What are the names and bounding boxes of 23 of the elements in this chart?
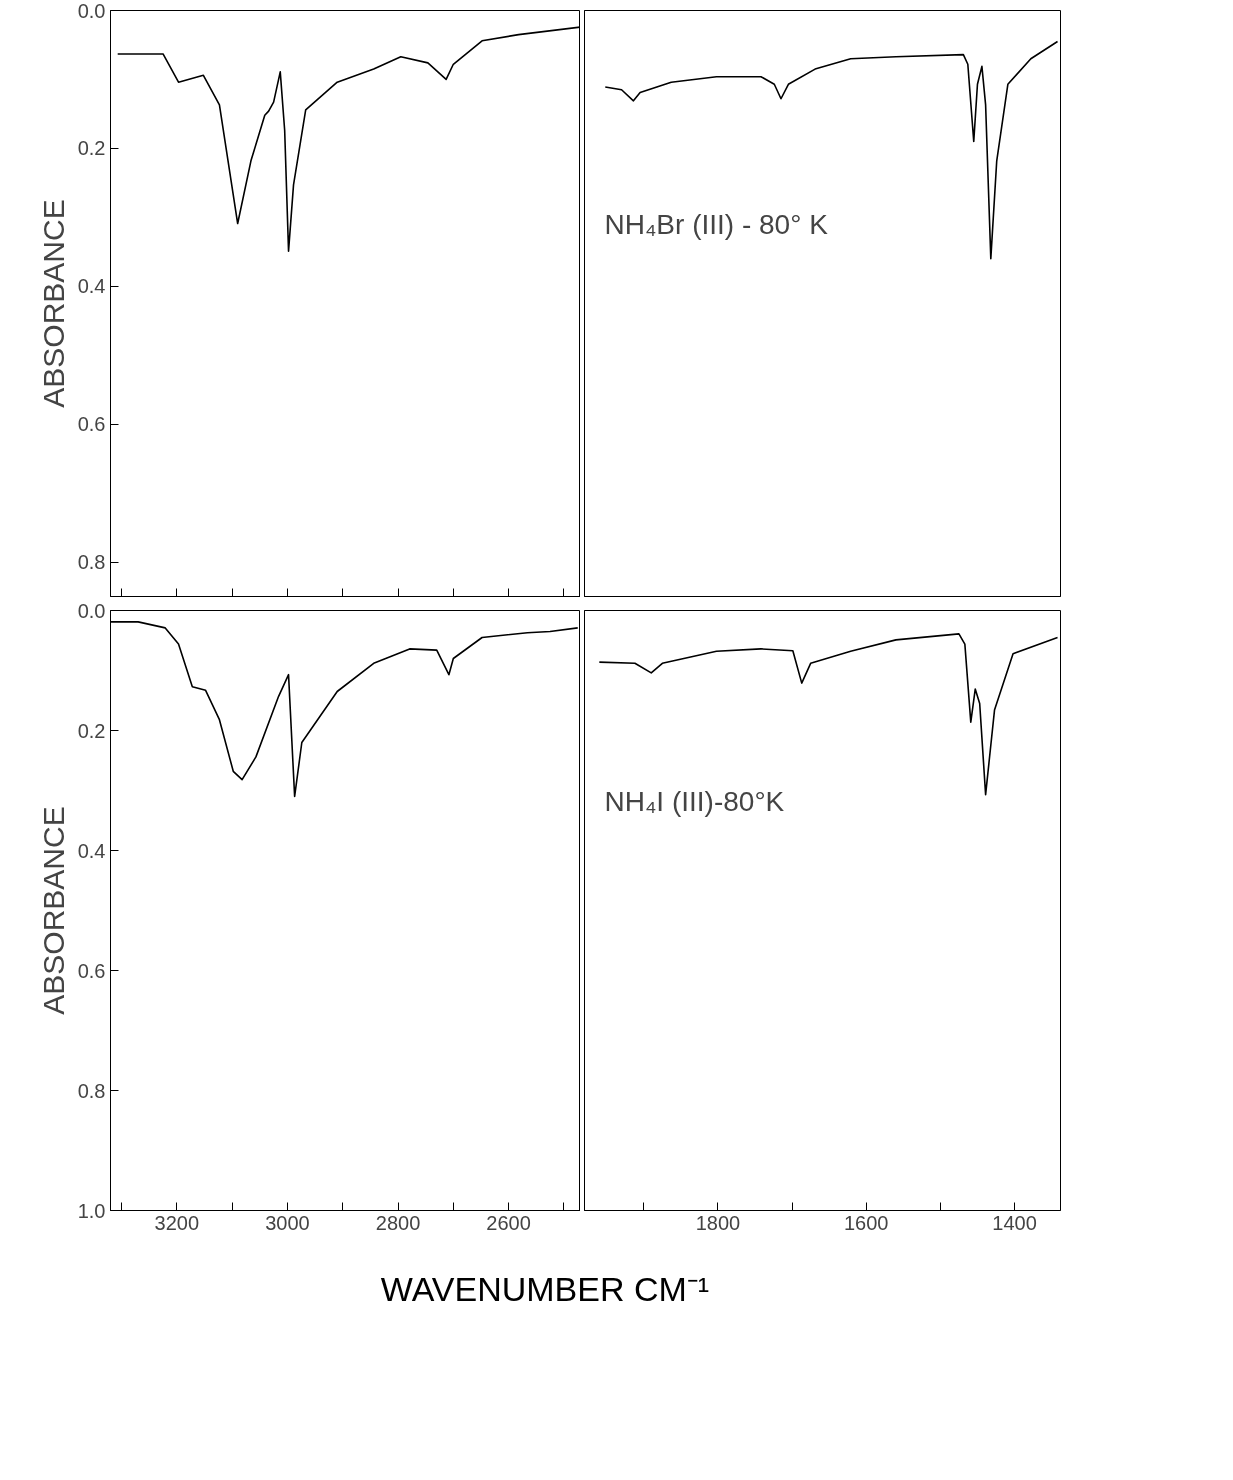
y-tick-label: 0.6: [77, 959, 106, 982]
y-tick-label: 0.0: [77, 0, 106, 22]
y-tick-label: 1.0: [77, 1199, 106, 1222]
x-tick-label: 3000: [265, 1211, 310, 1234]
y-tick-label: 0.2: [77, 719, 106, 742]
x-tick-label: 2800: [375, 1211, 421, 1234]
y-tick-label: 0.0: [77, 599, 106, 622]
annotation: NH₄I (III)-80°K: [604, 785, 785, 817]
x-tick-label: 1400: [992, 1211, 1037, 1234]
y-axis-title: ABSORBANCE: [36, 199, 70, 408]
x-axis-title: WAVENUMBER CM⁻¹: [380, 1269, 710, 1310]
y-tick-label: 0.4: [77, 275, 106, 298]
y-tick-label: 0.4: [77, 839, 106, 862]
x-tick-label: 2600: [486, 1211, 531, 1234]
annotation: NH₄Br (III) - 80° K: [604, 209, 829, 240]
x-tick-label: 3200: [154, 1211, 200, 1234]
y-axis-title: ABSORBANCE: [36, 806, 70, 1015]
y-tick-label: 0.8: [77, 551, 106, 574]
y-tick-label: 0.6: [77, 413, 106, 436]
x-tick-label: 1600: [844, 1211, 889, 1234]
y-tick-label: 0.8: [77, 1079, 106, 1102]
x-tick-label: 1800: [695, 1211, 741, 1234]
y-tick-label: 0.2: [77, 137, 106, 160]
